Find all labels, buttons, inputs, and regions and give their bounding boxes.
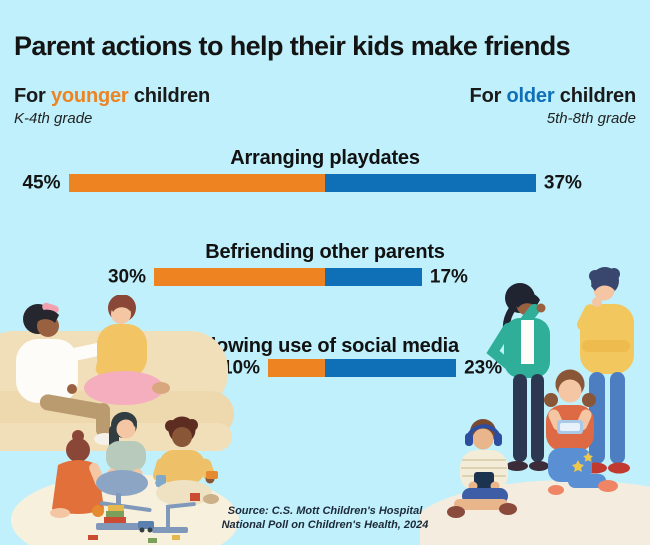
bar-row: 45% 37% [0,172,650,194]
child-figure-boy [152,416,219,506]
right-illustration-parents-kids-devices [420,267,650,545]
bar-segment-younger [68,174,325,192]
source-line-1: Source: C.S. Mott Children's Hospital [227,505,423,517]
legend-younger-highlight: younger [50,85,129,107]
child-figure-girl-phone [544,369,618,495]
value-label-older: 37% [543,172,582,194]
value-label-younger: 10% [221,357,260,379]
legend-younger-suffix: children [128,85,211,107]
toy-blocks [88,493,200,543]
legend-younger: For younger children [14,85,210,108]
legend-older: For older children [469,85,637,108]
source-line-2: National Poll on Children's Health, 2024 [221,518,429,531]
parent-figure-right [84,295,170,405]
child-figure-boy-headphones [447,419,517,518]
grade-older: 5th-8th grade [546,110,636,127]
legend-older-suffix: children [554,85,636,107]
category-label: Arranging playdates [230,147,420,169]
bar-segment-older [325,359,457,377]
bar-segment-older [325,174,536,192]
value-label-younger: 30% [107,266,146,288]
legend-younger-prefix: For [14,85,51,107]
left-illustration-parents-and-kids-blocks [0,295,239,545]
value-label-younger: 45% [22,172,61,194]
value-label-older: 17% [429,266,468,288]
bar-row: 30% 17% [0,266,650,288]
bar-segment-older [325,268,422,286]
bar-row: 10% 23% [0,357,650,379]
value-label-older: 23% [464,357,503,379]
legend-older-highlight: older [506,85,555,107]
category-label: Allowing use of social media [191,335,459,357]
child-figure-girl-sage [96,412,148,496]
source-note: Source: C.S. Mott Children's Hospital Na… [222,505,429,532]
grade-younger: K-4th grade [14,110,93,127]
bar-segment-younger [154,268,325,286]
parent-figure-mother [486,283,550,471]
category-label: Befriending other parents [205,241,445,263]
bar-segment-younger [268,359,325,377]
parent-figure-father [577,267,634,474]
page-title: Parent actions to help their kids make f… [14,31,571,61]
legend-older-prefix: For [469,85,507,107]
